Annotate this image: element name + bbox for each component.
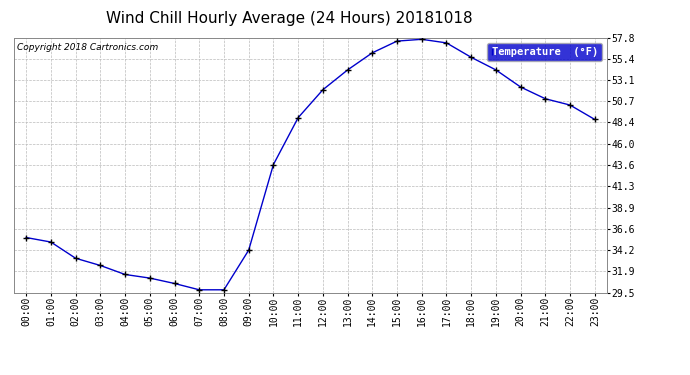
Legend: Temperature  (°F): Temperature (°F): [487, 43, 602, 61]
Text: Wind Chill Hourly Average (24 Hours) 20181018: Wind Chill Hourly Average (24 Hours) 201…: [106, 11, 473, 26]
Text: Copyright 2018 Cartronics.com: Copyright 2018 Cartronics.com: [17, 43, 158, 52]
